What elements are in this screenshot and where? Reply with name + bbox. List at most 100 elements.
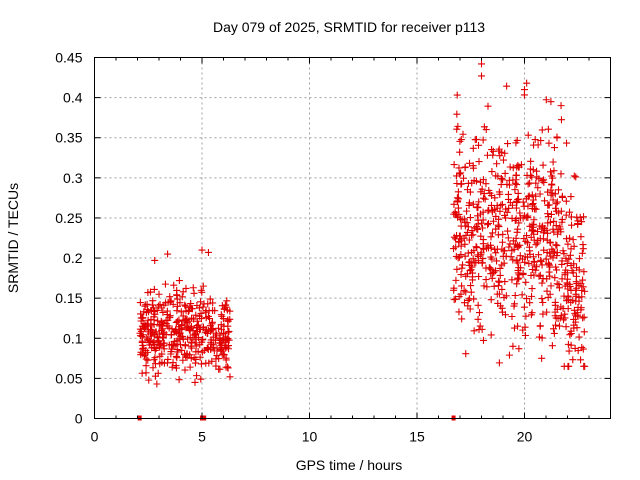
data-point [478, 259, 486, 267]
data-point [534, 141, 542, 149]
data-point [572, 173, 580, 181]
data-point [207, 340, 215, 348]
data-point [172, 325, 180, 333]
data-point [450, 161, 458, 169]
data-point [542, 255, 550, 263]
data-point [454, 204, 462, 212]
data-point [223, 297, 231, 305]
data-point [148, 301, 156, 309]
data-point [511, 186, 519, 194]
data-point [529, 196, 537, 204]
data-point [522, 278, 530, 286]
data-point [480, 245, 488, 253]
data-point [534, 228, 542, 236]
y-tick-label: 0.3 [63, 170, 83, 186]
data-point [139, 350, 147, 358]
data-point [466, 267, 474, 275]
data-point [567, 298, 575, 306]
data-point [478, 219, 486, 227]
data-point [178, 346, 186, 354]
data-point [189, 284, 197, 292]
data-point [521, 86, 528, 94]
data-point [579, 314, 587, 322]
y-tick-label: 0.2 [63, 250, 83, 266]
data-point [551, 190, 559, 198]
data-point [564, 240, 572, 248]
data-point [495, 188, 503, 196]
data-point [463, 207, 471, 215]
data-point [213, 345, 221, 353]
data-point [469, 231, 477, 239]
data-point [148, 344, 156, 352]
data-point [156, 300, 164, 308]
data-point [543, 226, 551, 234]
data-point [478, 72, 485, 80]
data-point [202, 308, 210, 316]
data-point [505, 204, 513, 212]
data-point [207, 345, 215, 353]
data-point [476, 322, 484, 330]
data-point [555, 281, 563, 289]
data-point [552, 241, 560, 249]
data-point [457, 169, 465, 177]
data-point [468, 227, 476, 235]
data-point [211, 307, 219, 315]
axis-ticks: 0 0.05 0.1 0.15 0.2 0.25 0.3 0.35 0.4 0.45 0 5 10 15 2… [55, 50, 611, 445]
data-point [539, 235, 547, 243]
data-point [149, 339, 157, 347]
data-point [187, 354, 195, 362]
data-point [483, 151, 491, 159]
data-point [573, 264, 581, 272]
data-point [159, 330, 167, 338]
data-point [204, 248, 212, 256]
data-point [148, 326, 156, 334]
data-point [569, 236, 577, 244]
x-axis-label: GPS time / hours [296, 457, 403, 473]
data-point [487, 296, 495, 304]
data-point [529, 253, 537, 261]
data-point [455, 308, 463, 316]
data-point [453, 198, 461, 206]
data-point [450, 296, 458, 304]
data-point [166, 312, 174, 320]
data-point [198, 246, 206, 254]
data-point [572, 272, 580, 280]
data-point [464, 223, 472, 231]
data-point [203, 344, 211, 352]
data-point [188, 305, 196, 313]
data-point [557, 312, 565, 320]
data-point [508, 312, 516, 320]
data-point [513, 163, 521, 171]
data-point [142, 347, 150, 355]
data-point [514, 322, 522, 330]
data-point [520, 235, 528, 243]
data-point [546, 290, 554, 298]
data-point [541, 197, 549, 205]
data-point [509, 237, 517, 245]
data-point [575, 255, 583, 263]
data-point [578, 293, 586, 301]
data-point [496, 271, 504, 279]
data-point [190, 289, 198, 297]
data-point [506, 163, 514, 171]
data-point [509, 256, 517, 264]
data-point [169, 341, 177, 349]
data-point [561, 310, 569, 318]
data-point [527, 311, 535, 319]
data-point [182, 302, 190, 310]
data-point [495, 290, 503, 298]
data-point [564, 293, 572, 301]
data-point [555, 209, 563, 217]
data-point [468, 248, 476, 256]
data-point [489, 217, 497, 225]
data-point [494, 299, 502, 307]
data-point [456, 137, 464, 145]
data-point [454, 188, 462, 196]
data-point [469, 162, 477, 170]
data-point [547, 282, 555, 290]
data-point [472, 243, 480, 251]
data-point [224, 328, 232, 336]
data-point [539, 298, 547, 306]
data-point [512, 176, 520, 184]
data-point [169, 300, 177, 308]
